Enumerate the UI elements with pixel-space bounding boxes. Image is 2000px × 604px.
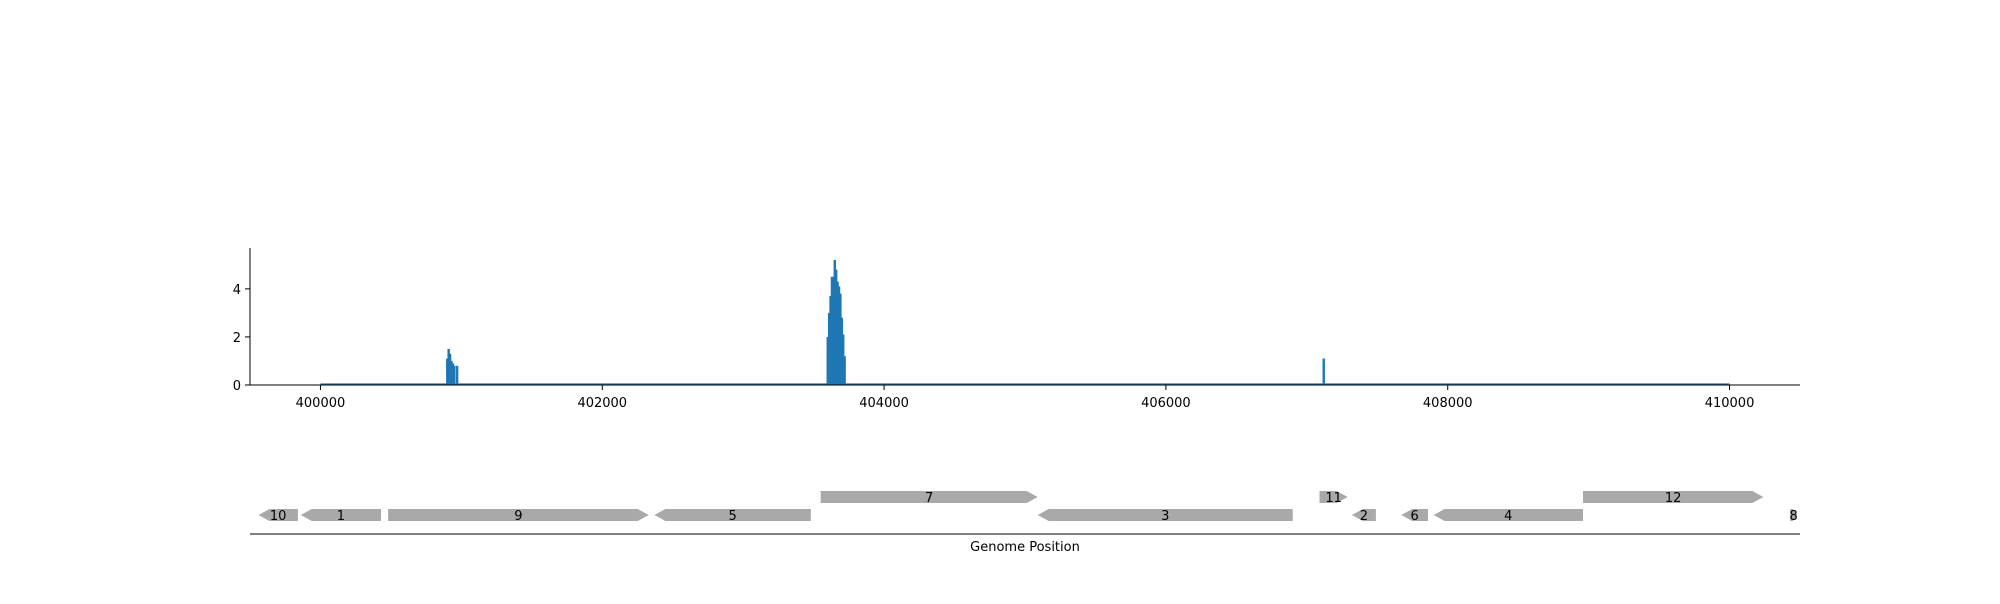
- coverage-bar: [832, 276, 835, 385]
- coverage-bar: [448, 353, 452, 385]
- gene-label: 7: [925, 491, 933, 506]
- gene-arrow: [1583, 491, 1764, 503]
- coverage-bar: [839, 293, 842, 385]
- coverage-bar: [833, 260, 836, 385]
- coverage-bar: [451, 363, 455, 385]
- coverage-bar: [455, 365, 459, 385]
- gene-label: 2: [1360, 509, 1368, 524]
- gene-arrow: [388, 509, 649, 521]
- coverage-bar: [840, 317, 844, 385]
- coverage-bar: [446, 358, 449, 385]
- x-tick-label: 400000: [296, 396, 346, 411]
- gene-arrow: [654, 509, 811, 521]
- gene-label: 6: [1410, 509, 1418, 524]
- gene-label: 10: [270, 509, 287, 524]
- coverage-bar: [447, 348, 450, 385]
- x-tick-label: 408000: [1423, 396, 1473, 411]
- y-tick-label: 2: [233, 331, 241, 346]
- coverage-bar: [837, 286, 841, 385]
- coverage-bar: [836, 281, 839, 385]
- gene-label: 9: [514, 509, 522, 524]
- coverage-bar: [827, 312, 831, 385]
- gene-arrow: [1319, 491, 1348, 503]
- gene-label: 8: [1790, 509, 1798, 524]
- gene-label: 4: [1504, 509, 1512, 524]
- gene-label: 12: [1665, 491, 1682, 506]
- coverage-bar: [842, 334, 845, 385]
- y-tick-label: 4: [233, 283, 241, 298]
- coverage-bar: [450, 360, 453, 385]
- coverage-bar: [1322, 358, 1325, 385]
- gene-label: 5: [728, 509, 736, 524]
- gene-arrow: [258, 509, 298, 521]
- x-tick-label: 406000: [1141, 396, 1191, 411]
- y-tick-label: 0: [233, 379, 241, 394]
- gene-label: 3: [1161, 509, 1169, 524]
- x-axis-label: Genome Position: [970, 540, 1080, 555]
- coverage-bar: [829, 296, 832, 385]
- gene-arrow: [1037, 509, 1293, 521]
- coverage-bar: [843, 356, 846, 385]
- coverage-bar: [826, 336, 829, 385]
- gene-arrow: [820, 491, 1038, 503]
- coverage-bar: [834, 269, 838, 385]
- gene-arrow: [1790, 509, 1798, 521]
- x-tick-label: 402000: [577, 396, 627, 411]
- gene-track-panel: 10 1 9 5 7 3 11 2 6 4 12 8 Genome Position: [250, 491, 1800, 555]
- gene-arrow: [1351, 509, 1376, 521]
- gene-label: 1: [337, 509, 345, 524]
- gene-label: 11: [1325, 491, 1342, 506]
- coverage-bar: [453, 365, 456, 385]
- gene-arrow: [300, 509, 382, 521]
- gene-arrow: [1401, 509, 1428, 521]
- x-tick-label: 404000: [859, 396, 909, 411]
- gene-arrow: [1433, 509, 1583, 521]
- coverage-panel: 0 2 4 400000 402000 404000 406000 408000 410000: [233, 248, 1800, 411]
- x-tick-label: 410000: [1705, 396, 1755, 411]
- coverage-bar: [830, 276, 834, 385]
